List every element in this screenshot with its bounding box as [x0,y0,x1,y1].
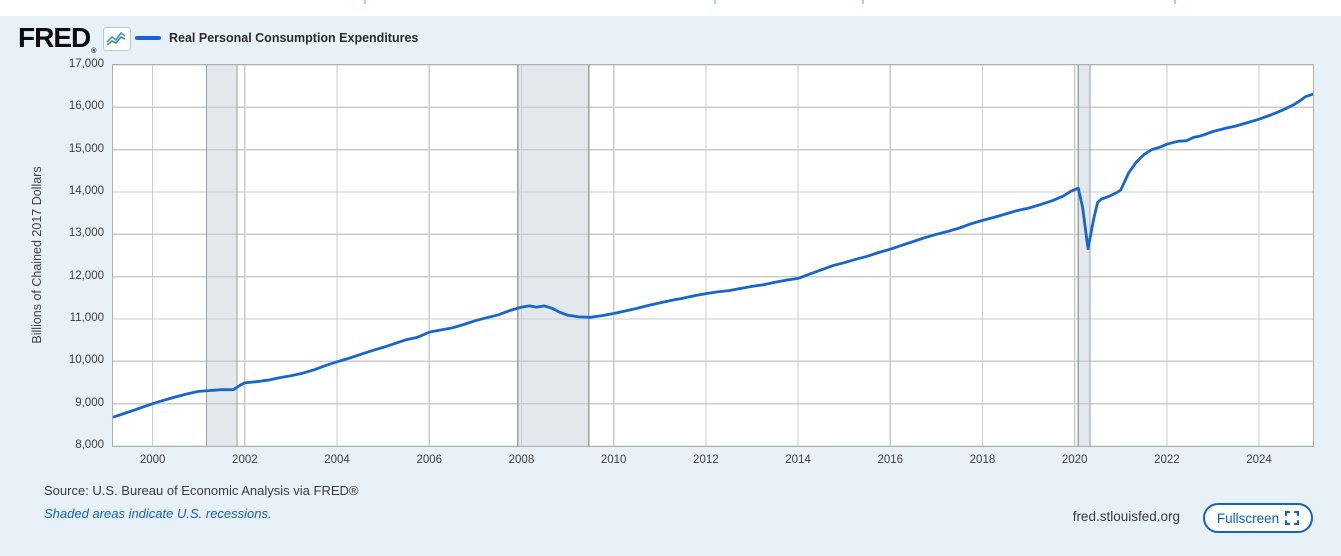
y-tick-label: 16,000 [68,100,104,113]
legend-series-label: Real Personal Consumption Expenditures [169,31,419,45]
recession-band [1078,65,1090,446]
x-tick-label: 2008 [508,454,535,466]
fred-logo: FRED® [18,22,97,60]
x-tick-label: 2024 [1246,454,1272,466]
source-attribution: Source: U.S. Bureau of Economic Analysis… [44,483,359,498]
fullscreen-button-label: Fullscreen [1216,510,1280,526]
recession-band [206,65,237,446]
expand-corners-icon [1285,511,1300,525]
y-tick-label: 14,000 [68,185,104,197]
x-tick-label: 2022 [1154,454,1180,466]
y-tick-label: 17,000 [68,58,104,70]
x-tick-label: 2012 [693,454,719,466]
y-tick-label: 15,000 [68,142,104,155]
recession-note-link[interactable]: Shaded areas indicate U.S. recessions. [44,506,272,521]
y-tick-label: 11,000 [69,312,104,324]
y-tick-label: 8,000 [75,439,104,451]
plot-area[interactable] [105,64,1315,447]
x-tick-label: 2010 [600,454,627,466]
top-edge-artifact [862,0,864,4]
x-tick-label: 2004 [324,454,350,466]
fullscreen-button[interactable]: Fullscreen [1203,503,1313,533]
top-edge-artifact [364,0,366,4]
fred-logo-text: FRED [18,22,91,53]
top-edge-strip [0,0,1341,16]
y-tick-label: 9,000 [75,396,104,409]
x-tick-label: 2000 [139,454,166,466]
site-watermark: fred.stlouisfed.org [1072,509,1180,524]
y-tick-label: 13,000 [68,227,104,240]
top-edge-artifact [714,0,716,4]
registered-mark: ® [91,48,97,55]
legend-line-swatch [135,36,161,40]
x-tick-label: 2014 [785,454,811,466]
data-line [105,92,1315,421]
y-tick-label: 10,000 [68,354,104,367]
fred-logo-chart-icon [103,27,131,51]
x-tick-label: 2020 [1061,454,1088,466]
x-tick-label: 2006 [416,454,443,466]
top-edge-artifact [1174,0,1176,4]
y-tick-label: 12,000 [68,269,104,282]
line-chart [105,64,1315,447]
recession-band [517,65,589,446]
x-tick-label: 2002 [232,454,258,466]
x-tick-label: 2018 [969,454,996,466]
x-tick-label: 2016 [877,454,904,466]
